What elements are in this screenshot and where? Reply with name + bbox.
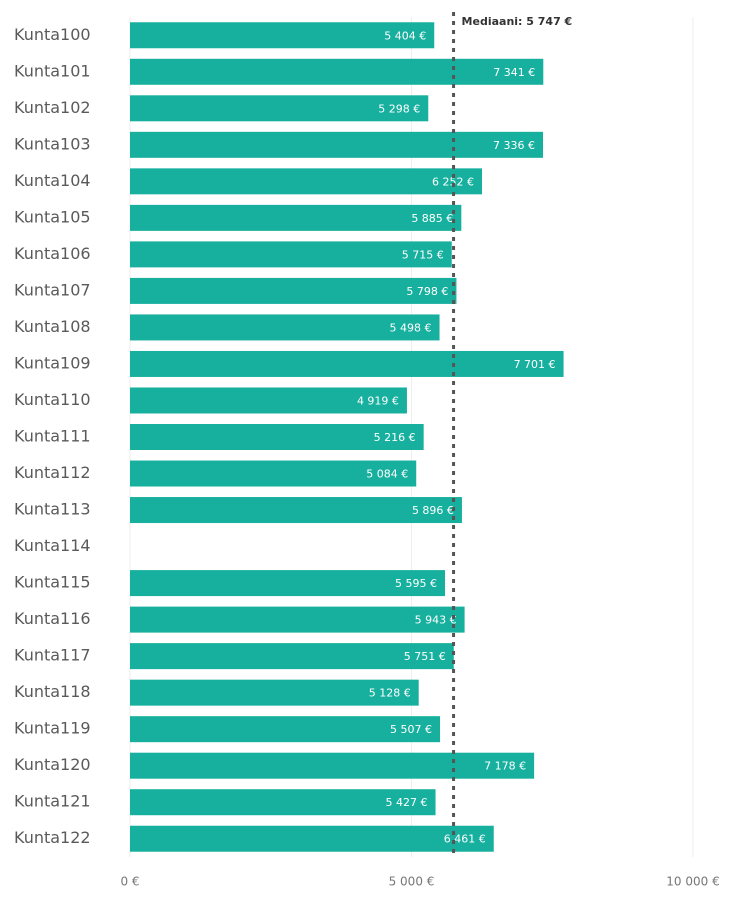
bar [130,350,564,377]
y-tick-label: Kunta103 [14,134,91,153]
value-label: 5 298 € [378,102,420,115]
value-label: 4 919 € [357,394,399,407]
y-tick-label: Kunta102 [14,98,91,117]
y-tick-label: Kunta113 [14,500,91,519]
value-label: 5 427 € [386,796,428,809]
y-tick-label: Kunta108 [14,317,91,336]
value-label: 7 701 € [514,358,556,371]
y-tick-label: Kunta117 [14,646,91,665]
y-tick-label: Kunta111 [14,427,91,446]
bar [130,679,419,706]
y-tick-label: Kunta104 [14,171,91,190]
median-label: Mediaani: 5 747 € [462,15,573,28]
value-label: 5 084 € [366,468,408,481]
bar [130,241,452,268]
value-label: 5 128 € [369,687,411,700]
y-tick-label: Kunta122 [14,828,91,847]
y-tick-label: Kunta120 [14,755,91,774]
x-tick-label: 5 000 € [389,875,435,889]
value-label: 5 896 € [412,504,454,517]
y-tick-label: Kunta114 [14,536,91,555]
bar [130,314,440,341]
value-label: 5 943 € [415,614,457,627]
bar [130,58,544,85]
y-tick-label: Kunta118 [14,682,91,701]
y-tick-label: Kunta106 [14,244,91,263]
y-tick-label: Kunta115 [14,573,91,592]
y-tick-label: Kunta105 [14,207,91,226]
bar [130,22,435,49]
bar [130,825,494,852]
value-label: 5 404 € [384,29,426,42]
value-label: 6 252 € [432,175,474,188]
bar [130,424,424,450]
value-label: 5 885 € [411,212,453,225]
bar [130,497,462,524]
bar [130,752,535,779]
y-tick-label: Kunta119 [14,719,91,738]
bar [130,204,462,231]
value-label: 5 751 € [404,650,446,663]
value-label: 6 461 € [444,833,486,846]
y-tick-label: Kunta107 [14,280,91,299]
value-label: 5 595 € [395,577,437,590]
value-label: 5 798 € [406,285,448,298]
bar [130,168,482,195]
bar [130,570,445,597]
value-label: 5 216 € [374,431,416,444]
y-tick-label: Kunta121 [14,792,91,811]
bar [130,95,429,122]
value-label: 7 341 € [493,66,535,79]
y-tick-label: Kunta110 [14,390,91,409]
value-label: 5 498 € [390,321,432,334]
bar [130,606,465,633]
y-tick-label: Kunta109 [14,353,91,372]
bar [130,131,544,158]
bar [130,277,457,304]
bar [130,387,407,414]
y-tick-label: Kunta101 [14,61,91,80]
bar [130,716,441,743]
value-label: 7 336 € [493,139,535,152]
value-label: 5 507 € [390,723,432,736]
y-tick-label: Kunta100 [14,25,91,44]
value-label: 5 715 € [402,248,444,261]
bar [130,643,454,670]
bar [130,460,417,487]
x-tick-label: 10 000 € [666,875,719,889]
y-tick-label: Kunta116 [14,609,91,628]
y-tick-label: Kunta112 [14,463,91,482]
bar [130,789,436,816]
x-tick-label: 0 € [120,875,139,889]
value-label: 7 178 € [484,760,526,773]
